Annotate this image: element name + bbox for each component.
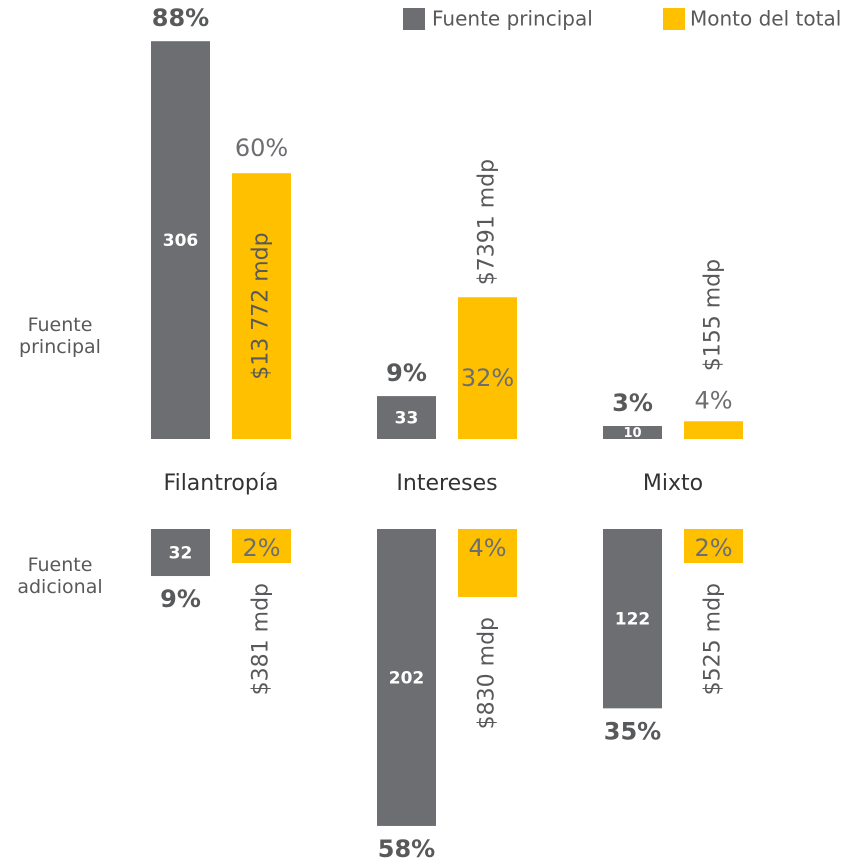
bar	[377, 396, 436, 439]
count-label: 32	[169, 544, 193, 564]
count-label: 10	[623, 426, 641, 441]
legend-label: Fuente principal	[432, 7, 593, 31]
share-label: 88%	[152, 4, 209, 32]
amount-share-label: 4%	[694, 386, 732, 414]
share-label: 9%	[386, 359, 427, 387]
share-label: 3%	[612, 389, 653, 417]
legend-swatch	[403, 8, 425, 30]
legend-swatch	[663, 8, 685, 30]
bar	[377, 529, 436, 826]
amount-label: $381 mdp	[249, 583, 274, 695]
bar	[684, 529, 743, 563]
share-label: 58%	[378, 835, 435, 858]
count-label: 306	[163, 231, 199, 251]
count-label: 122	[615, 610, 651, 630]
bar	[458, 297, 517, 439]
count-label: 202	[389, 668, 425, 688]
share-label: 35%	[604, 717, 661, 745]
amount-share-label: 32%	[461, 364, 514, 392]
amount-share-label: 2%	[694, 534, 732, 562]
amount-label: $830 mdp	[475, 617, 500, 729]
amount-label: $155 mdp	[701, 259, 726, 371]
amount-label: $13 772 mdp	[249, 232, 274, 379]
bar	[603, 529, 662, 709]
amount-share-label: 60%	[235, 134, 288, 162]
bar	[684, 421, 743, 439]
panel-label: Fuente principal	[19, 314, 101, 358]
amount-label: $7391 mdp	[475, 159, 500, 285]
share-label: 9%	[160, 585, 201, 613]
amount-share-label: 4%	[468, 534, 506, 562]
bar	[232, 173, 291, 439]
count-label: 33	[395, 409, 419, 429]
amount-share-label: 2%	[242, 534, 280, 562]
category-label: Filantropía	[164, 471, 279, 496]
bar	[151, 529, 210, 577]
category-label: Intereses	[396, 471, 497, 496]
bar	[151, 41, 210, 439]
bar	[603, 426, 662, 439]
category-label: Mixto	[643, 471, 703, 496]
bar	[232, 529, 291, 563]
bar	[458, 529, 517, 597]
panel-label: Fuente adicional	[17, 554, 103, 598]
legend-label: Monto del total	[690, 7, 841, 31]
amount-label: $525 mdp	[701, 583, 726, 695]
